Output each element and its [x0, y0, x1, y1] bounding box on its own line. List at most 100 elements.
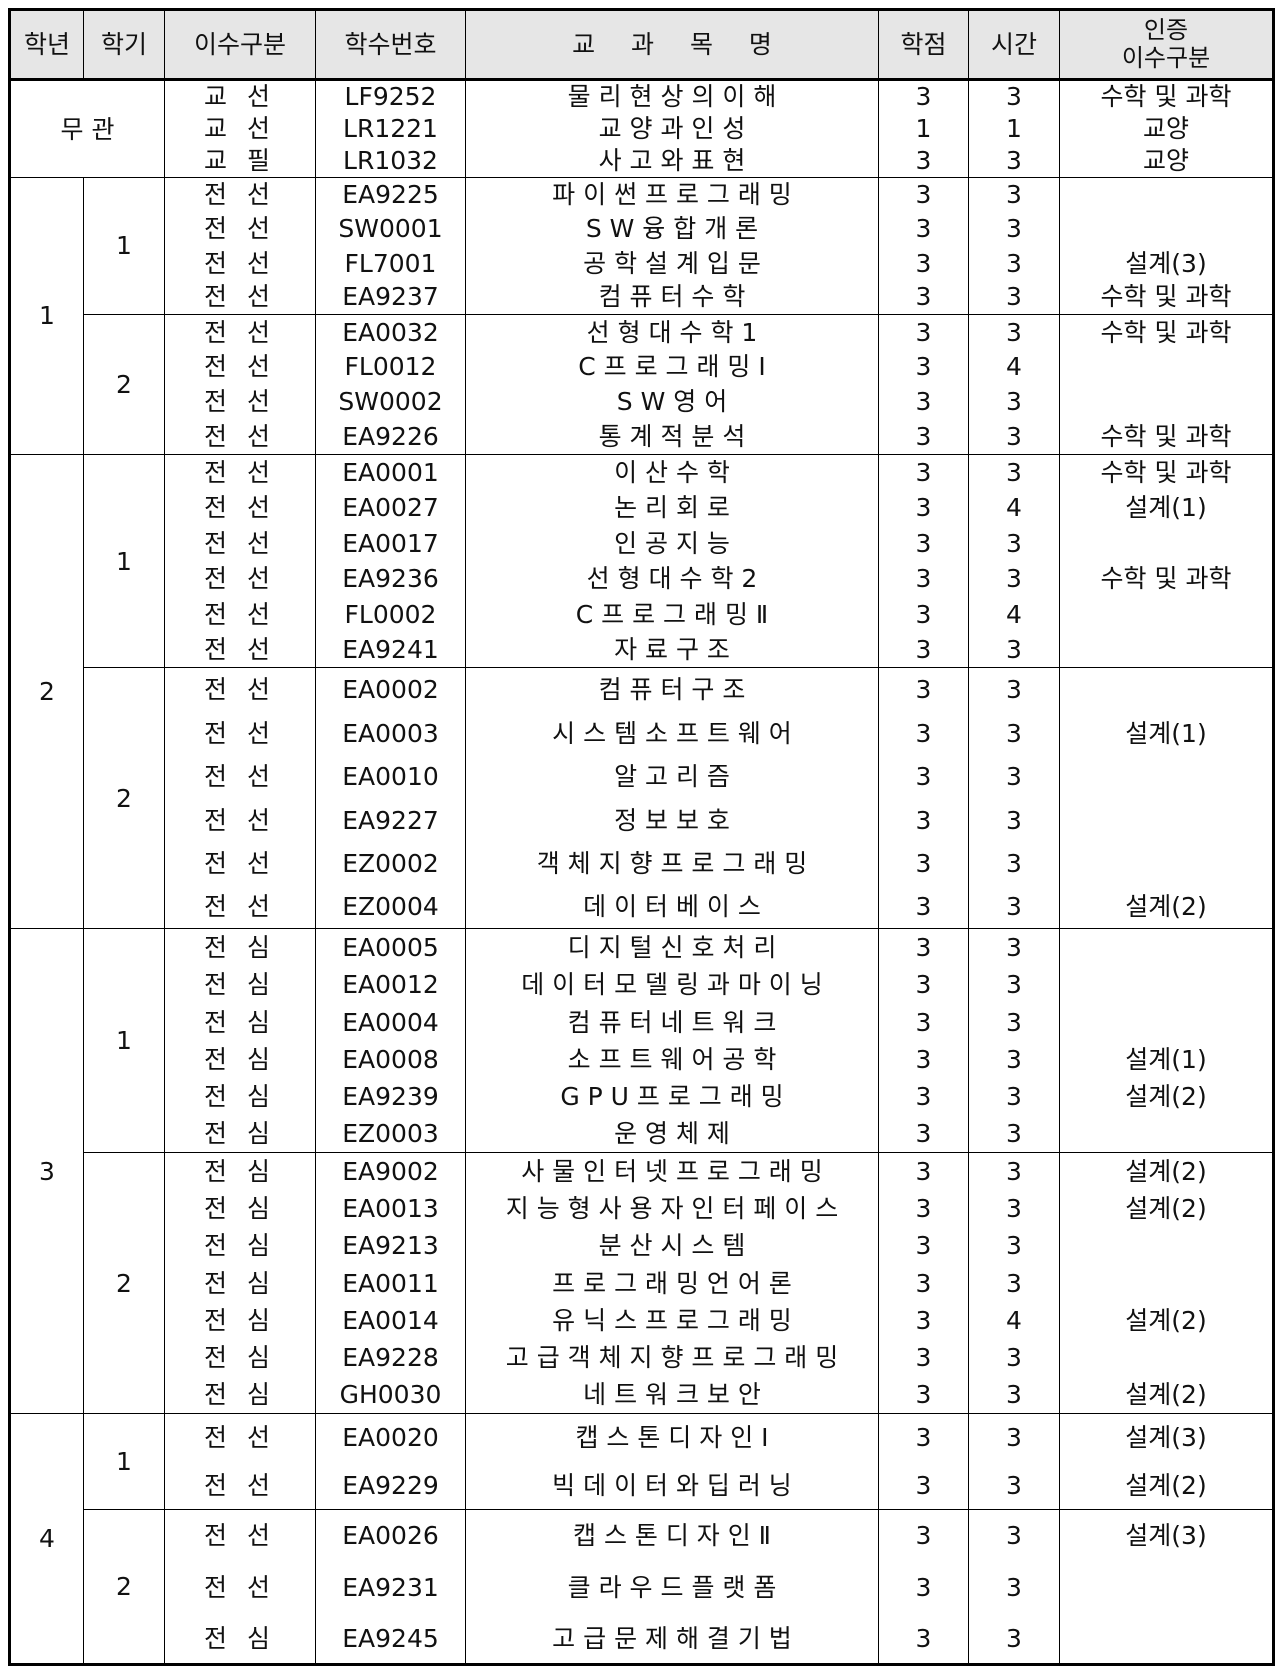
course-name: 공 학 설 계 입 문	[465, 245, 879, 281]
course-type: 전 선	[164, 798, 316, 842]
course-code: EA0004	[315, 1003, 466, 1041]
course-name: 교 양 과 인 성	[465, 112, 879, 145]
grade-cell: 3	[9, 928, 84, 1415]
course-name: 정 보 보 호	[465, 798, 879, 842]
course-credits: 3	[878, 798, 969, 842]
course-hours: 3	[968, 1413, 1060, 1462]
course-hours: 3	[968, 1264, 1060, 1302]
course-type: 교 선	[164, 79, 316, 113]
course-name: 논 리 회 로	[465, 489, 879, 526]
course-cert-type: 설계(2)	[1059, 1152, 1274, 1190]
course-hours: 3	[968, 245, 1060, 281]
course-code: FL0012	[315, 349, 466, 385]
course-cert-type	[1059, 754, 1274, 799]
course-type: 전 선	[164, 419, 316, 455]
course-cert-type: 설계(3)	[1059, 245, 1274, 281]
course-code: EA9226	[315, 419, 466, 455]
course-code: EA0002	[315, 667, 466, 712]
course-name: S W 융 합 개 론	[465, 211, 879, 246]
course-credits: 3	[878, 561, 969, 597]
course-type: 전 선	[164, 1561, 316, 1614]
table-row: 전 선 EA0027 논 리 회 로 3 4 설계(1)	[10, 489, 1274, 526]
course-cert-type: 설계(1)	[1059, 489, 1274, 526]
course-cert-type: 설계(2)	[1059, 885, 1274, 929]
course-credits: 3	[878, 1264, 969, 1302]
semester-cell: 2	[83, 667, 165, 930]
course-cert-type: 설계(2)	[1059, 1461, 1274, 1510]
course-name: 디 지 털 신 호 처 리	[465, 928, 879, 967]
course-hours: 3	[968, 1040, 1060, 1079]
course-hours: 3	[968, 384, 1060, 420]
course-hours: 4	[968, 1301, 1060, 1340]
course-type: 전 선	[164, 313, 316, 350]
course-cert-type: 수학 및 과학	[1059, 280, 1274, 315]
course-type: 전 심	[164, 1301, 316, 1340]
course-credits: 1	[878, 112, 969, 145]
course-credits: 3	[878, 245, 969, 281]
course-type: 전 선	[164, 211, 316, 246]
course-credits: 3	[878, 79, 969, 113]
course-hours: 3	[968, 928, 1060, 967]
course-credits: 3	[878, 1301, 969, 1340]
course-type: 전 심	[164, 1376, 316, 1414]
semester-cell: 1	[83, 1413, 165, 1511]
course-credits: 3	[878, 1003, 969, 1041]
grade-cell: 1	[9, 177, 84, 455]
course-hours: 3	[968, 1152, 1060, 1190]
course-credits: 3	[878, 966, 969, 1004]
course-type: 전 선	[164, 177, 316, 212]
course-code: EA9241	[315, 632, 466, 668]
table-row: 전 선 EA9226 통 계 적 분 석 3 3 수학 및 과학	[10, 419, 1274, 455]
course-type: 전 심	[164, 928, 316, 967]
course-code: EA0017	[315, 525, 466, 562]
course-hours: 3	[968, 211, 1060, 246]
course-credits: 3	[878, 1461, 969, 1510]
course-name: 고 급 문 제 해 결 기 법	[465, 1613, 879, 1665]
course-credits: 3	[878, 349, 969, 385]
course-code: EA9228	[315, 1339, 466, 1377]
table-row: 전 선 EA9229 빅 데 이 터 와 딥 러 닝 3 3 설계(2)	[10, 1461, 1274, 1510]
course-type: 전 선	[164, 1461, 316, 1510]
table-row: 교 필 LR1032 사 고 와 표 현 3 3 교양	[10, 144, 1274, 178]
course-name: 캡 스 톤 디 자 인 Ⅰ	[465, 1413, 879, 1462]
course-credits: 3	[878, 1115, 969, 1153]
course-cert-type: 수학 및 과학	[1059, 561, 1274, 597]
course-code: EA0005	[315, 928, 466, 967]
course-cert-type	[1059, 1227, 1274, 1265]
course-type: 전 심	[164, 1003, 316, 1041]
course-cert-type: 교양	[1059, 112, 1274, 145]
table-row: 전 심 EA0013 지 능 형 사 용 자 인 터 페 이 스 3 3 설계(2)	[10, 1189, 1274, 1228]
course-code: EA9229	[315, 1461, 466, 1510]
course-name: 고 급 객 체 지 향 프 로 그 래 밍	[465, 1339, 879, 1377]
course-type: 전 심	[164, 966, 316, 1004]
course-type: 전 선	[164, 754, 316, 799]
table-row: 전 심 EA0014 유 닉 스 프 로 그 래 밍 3 4 설계(2)	[10, 1301, 1274, 1340]
course-type: 전 선	[164, 525, 316, 562]
course-name: 클 라 우 드 플 랫 폼	[465, 1561, 879, 1614]
course-credits: 3	[878, 1227, 969, 1265]
course-name: 컴 퓨 터 수 학	[465, 280, 879, 315]
grade-cell: 무 관	[9, 78, 165, 179]
semester-cell: 2	[83, 313, 165, 455]
course-name: C 프 로 그 래 밍 Ⅰ	[465, 349, 879, 385]
course-code: GH0030	[315, 1376, 466, 1414]
course-credits: 3	[878, 841, 969, 886]
course-cert-type: 설계(3)	[1059, 1413, 1274, 1462]
course-hours: 3	[968, 1003, 1060, 1041]
course-credits: 3	[878, 1561, 969, 1614]
course-type: 전 심	[164, 1613, 316, 1665]
course-name: 시 스 템 소 프 트 웨 어	[465, 711, 879, 755]
course-type: 전 선	[164, 349, 316, 385]
table-row: 교 선 LR1221 교 양 과 인 성 1 1 교양	[10, 112, 1274, 145]
course-type: 전 선	[164, 1413, 316, 1462]
course-hours: 4	[968, 596, 1060, 633]
course-name: 데 이 터 베 이 스	[465, 885, 879, 929]
course-credits: 3	[878, 1413, 969, 1462]
